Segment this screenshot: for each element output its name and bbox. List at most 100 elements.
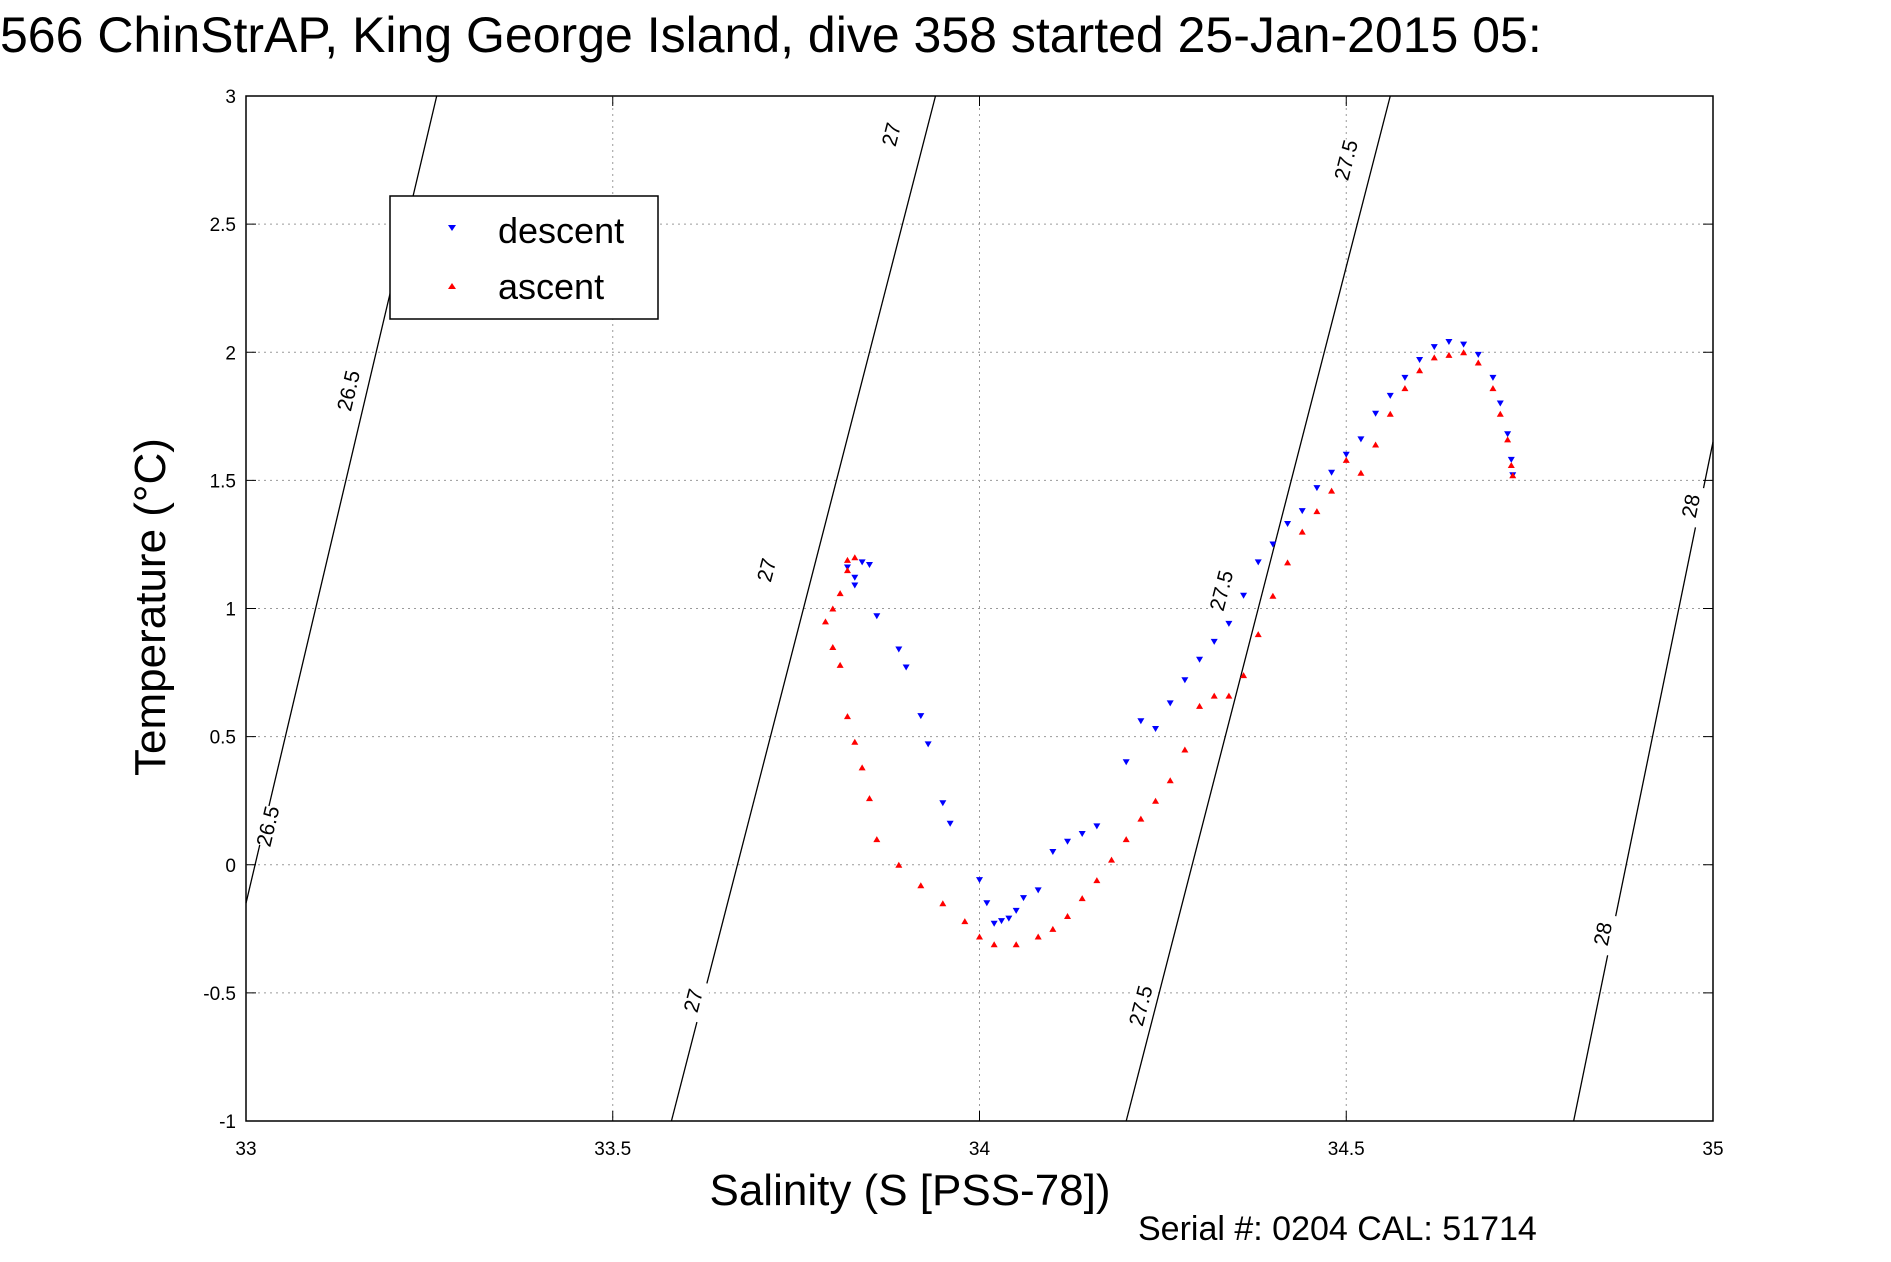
density-contour-line [670,95,937,1122]
ascent-point [1064,913,1072,919]
ascent-point [1416,367,1424,374]
ascent-point [976,933,983,940]
ascent-point [1298,528,1306,535]
serial-cal-footer: Serial #: 0204 CAL: 51714 [1138,1210,1537,1248]
ascent-point [1152,797,1160,804]
contour-label-mask [1123,983,1159,1029]
y-tick-label: 2.5 [210,215,236,236]
y-tick-label: 0.5 [210,728,236,749]
x-tick-label: 33 [235,1139,256,1160]
descent-point [1093,823,1101,830]
descent-point [1012,907,1020,914]
density-contour-line [1572,441,1714,1122]
contour-label-mask [250,803,286,849]
ascent-point [851,554,859,561]
descent-point [1196,656,1204,663]
descent-point [1298,508,1306,515]
descent-point [1005,915,1013,922]
ascent-point [858,764,866,771]
descent-point [1445,339,1453,345]
y-axis-label: Temperature (°C) [126,438,175,776]
ascent-point [1254,631,1262,638]
density-contour-line [1125,95,1391,1122]
ascent-point [1430,354,1438,361]
descent-point [902,664,910,671]
y-tick-label: 0 [225,856,236,877]
contour-label: 27 [878,120,906,148]
legend-label-ascent: ascent [498,266,604,307]
contour-label: 28 [1590,920,1617,948]
ascent-point [836,590,844,597]
descent-point [1474,351,1482,358]
contour-label-mask [749,547,785,593]
descent-point [946,820,954,827]
y-tick-label: 1.5 [210,471,236,492]
ascent-point [821,618,829,625]
ascent-point [1489,385,1497,392]
contour-label-mask [331,368,366,414]
ascent-point [873,836,881,843]
legend-box [389,195,659,320]
descent-point [1430,344,1438,351]
descent-point [924,741,932,748]
ascent-point [1137,815,1145,822]
descent-point [1357,436,1365,443]
legend-marker-ascent [448,283,456,289]
descent-point [1386,392,1394,399]
descent-point [1496,400,1504,407]
descent-point [1504,431,1512,438]
ascent-point [1166,777,1174,784]
ascent-point [1034,933,1042,940]
ascent-point [851,738,859,745]
ascent-point [1445,351,1453,358]
ascent-point [843,556,851,563]
descent-point [1269,541,1277,548]
ascent-point [1509,472,1517,479]
ascent-point [1496,410,1504,417]
y-tick-label: -1 [219,1112,236,1133]
legend: descent ascent [389,195,659,320]
ascent-point [843,567,851,574]
series-ascent [821,349,1517,948]
ascent-point [990,941,998,948]
contour-label: 28 [1678,492,1705,520]
ascent-point [961,918,969,925]
ascent-point [1328,487,1336,494]
ascent-point [1108,856,1116,863]
descent-point [1078,831,1086,837]
ascent-point [1474,359,1482,366]
ascent-point [829,605,837,612]
descent-point [1034,887,1042,894]
x-tick-label: 34 [969,1139,991,1160]
descent-point [1342,451,1350,458]
ascent-point [917,882,925,889]
descent-point [1049,848,1057,855]
ascent-point [1507,462,1515,468]
x-tick-label: 34.5 [1328,1139,1365,1160]
ascent-point [1504,436,1512,443]
ascent-point [1284,559,1292,566]
y-tick-label: -0.5 [203,984,236,1005]
ascent-point [895,861,903,868]
descent-point [1284,520,1292,527]
contour-label-mask [873,111,910,158]
descent-point [865,561,873,568]
descent-point [1181,677,1189,684]
ascent-point [1357,469,1365,476]
x-axis-ticks: 33 33.5 34 34.5 35 [235,96,1724,1160]
x-tick-label: 33.5 [594,1139,631,1160]
descent-point [1401,374,1409,381]
ascent-point [1269,592,1277,599]
grid-lines [246,96,1713,1121]
y-axis-ticks: -1 -0.5 0 0.5 1 1.5 2 2.5 3 [203,87,1713,1133]
ascent-point [1313,508,1321,515]
contour-label-mask [675,977,712,1024]
descent-point [858,559,866,566]
descent-point [873,613,881,620]
data-series [821,339,1517,948]
descent-point [1064,838,1072,845]
descent-point [1372,410,1380,417]
descent-point [976,877,983,884]
